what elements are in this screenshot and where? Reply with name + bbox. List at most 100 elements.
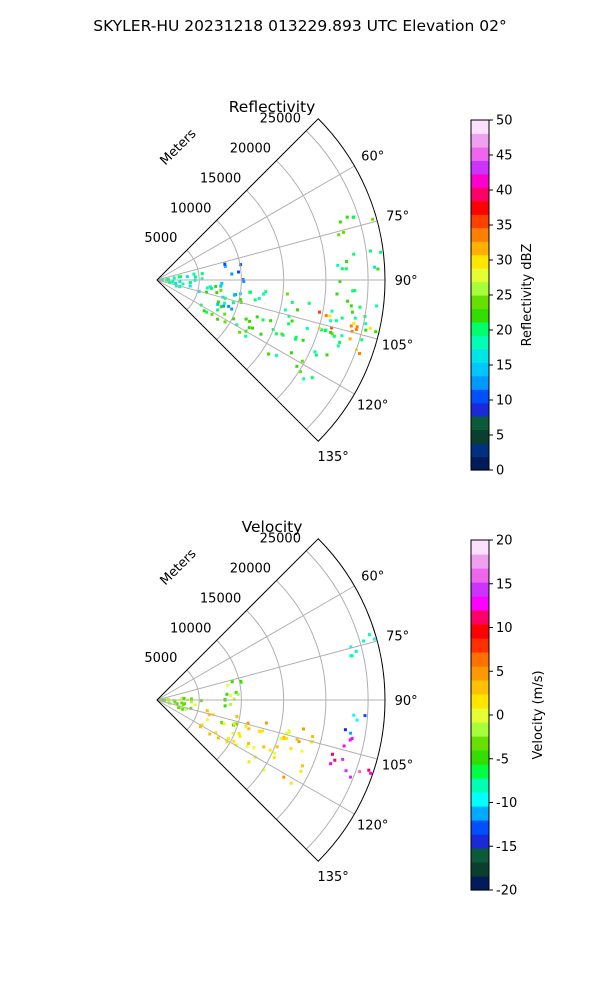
reflectivity-colorbar-segment <box>471 146 489 161</box>
velocity-range-tick: 20000 <box>230 562 271 577</box>
reflectivity-echo-cell <box>165 277 169 281</box>
reflectivity-echo-cell <box>219 288 223 292</box>
velocity-grid <box>156 538 386 862</box>
reflectivity-echo-cell <box>376 267 380 271</box>
reflectivity-colorbar-segment <box>471 200 489 215</box>
reflectivity-colorbar-segment <box>471 429 489 444</box>
reflectivity-echo-cell <box>334 319 338 323</box>
reflectivity-echo-cell <box>353 316 357 320</box>
reflectivity-echo-cell <box>210 286 213 290</box>
velocity-echo-cell <box>226 737 230 741</box>
velocity-echo-cell <box>232 722 236 726</box>
velocity-echo-cell <box>205 718 209 722</box>
velocity-echo-cell <box>349 775 352 779</box>
velocity-colorbar-segment <box>471 764 489 779</box>
velocity-echo-cell <box>300 764 304 768</box>
reflectivity-echo-cell <box>340 316 344 320</box>
velocity-echo-cell <box>358 770 362 774</box>
reflectivity-colorbar-segment <box>471 254 489 269</box>
reflectivity-echo-cell <box>364 322 368 326</box>
reflectivity-echo-cell <box>281 333 285 337</box>
reflectivity-echo-cell <box>255 315 259 319</box>
reflectivity-echo-cell <box>247 326 251 330</box>
reflectivity-echo-cell <box>230 272 234 276</box>
reflectivity-colorbar-segment <box>471 308 489 323</box>
velocity-colorbar-segment <box>471 624 489 639</box>
velocity-azimuth-gridline <box>156 585 355 701</box>
velocity-echo-cell <box>363 714 367 718</box>
reflectivity-range-tick: 5000 <box>144 231 177 246</box>
reflectivity-echo-cell <box>208 285 212 289</box>
velocity-echo-cell <box>272 756 276 760</box>
reflectivity-colorbar-tick: 30 <box>496 254 513 269</box>
velocity-echo-cell <box>343 728 347 732</box>
reflectivity-echo-cell <box>342 230 345 234</box>
reflectivity-echo-cell <box>200 272 204 276</box>
velocity-echo-cell <box>198 725 202 729</box>
velocity-echo-cell <box>229 694 232 698</box>
velocity-echo-cell <box>354 649 358 653</box>
reflectivity-echo-cell <box>235 323 239 327</box>
velocity-echo-cell <box>229 702 232 706</box>
reflectivity-echo-cell <box>369 249 372 253</box>
reflectivity-echo-cell <box>283 308 287 312</box>
velocity-colorbar-segment <box>471 568 489 583</box>
velocity-echo-cell <box>208 732 212 736</box>
reflectivity-echo-cell <box>238 298 242 302</box>
reflectivity-echo-cell <box>340 267 344 271</box>
velocity-panel: Velocity 60° 75° 90° 105° 120° 135° 5000 10000… <box>144 518 546 899</box>
reflectivity-echo-cell <box>332 334 336 338</box>
reflectivity-colorbar-segment <box>471 335 489 350</box>
reflectivity-echo-cell <box>349 304 353 308</box>
velocity-colorbar-segment <box>471 666 489 681</box>
velocity-echo-cell <box>244 724 248 728</box>
velocity-echo-cell <box>190 697 193 701</box>
reflectivity-echo-cell <box>222 304 226 308</box>
reflectivity-echo-cell <box>328 314 332 318</box>
velocity-range-tick: 10000 <box>170 621 211 636</box>
velocity-colorbar-tick: -5 <box>496 752 509 767</box>
velocity-colorbar-segment <box>471 540 489 555</box>
reflectivity-echo-cell <box>179 275 183 279</box>
velocity-echo-cell <box>287 729 291 733</box>
velocity-colorbar-segment <box>471 652 489 667</box>
reflectivity-colorbar-tick: 50 <box>496 114 513 129</box>
reflectivity-echo-cell <box>238 330 242 334</box>
reflectivity-echo-cell <box>338 280 342 283</box>
reflectivity-echo-cell <box>345 215 349 219</box>
reflectivity-echo-cell <box>307 301 311 305</box>
reflectivity-colorbar-segment <box>471 133 489 148</box>
reflectivity-colorbar-segment <box>471 173 489 188</box>
reflectivity-colorbar-segment <box>471 443 489 458</box>
figure-title: SKYLER-HU 20231218 013229.893 UTC Elevat… <box>93 17 507 35</box>
reflectivity-angle-tick: 60° <box>361 149 384 164</box>
reflectivity-echo-cell <box>178 279 182 283</box>
reflectivity-echo-cell <box>287 322 291 326</box>
velocity-echo-cell <box>348 738 352 742</box>
reflectivity-colorbar-segment <box>471 227 489 242</box>
velocity-colorbar-segment <box>471 736 489 751</box>
reflectivity-echo-cell <box>352 321 356 325</box>
reflectivity-echo-cell <box>314 353 318 357</box>
velocity-sector-outline <box>156 538 386 862</box>
velocity-azimuth-gridline <box>156 640 378 701</box>
reflectivity-colorbar-tick: 5 <box>496 429 504 444</box>
reflectivity-echo-cell <box>379 250 383 254</box>
reflectivity-echo-cell <box>269 319 273 323</box>
reflectivity-echo-cell <box>348 337 352 341</box>
velocity-echo-cell <box>199 699 203 703</box>
reflectivity-echo-cell <box>296 308 299 312</box>
velocity-echo-cell <box>350 654 354 658</box>
velocity-echo-cell <box>282 736 286 740</box>
reflectivity-echo-cell <box>358 352 361 355</box>
velocity-echo-cell <box>246 721 250 725</box>
reflectivity-colorbar-segment <box>471 402 489 417</box>
reflectivity-colorbar-segment <box>471 160 489 175</box>
velocity-echo-cell <box>282 775 286 779</box>
velocity-echo-cell <box>225 740 229 744</box>
reflectivity-echo-cell <box>320 328 323 332</box>
velocity-echo-cell <box>205 709 209 713</box>
velocity-angle-tick: 135° <box>317 870 348 885</box>
velocity-colorbar-segment <box>471 820 489 835</box>
reflectivity-echo-cell <box>335 292 339 296</box>
